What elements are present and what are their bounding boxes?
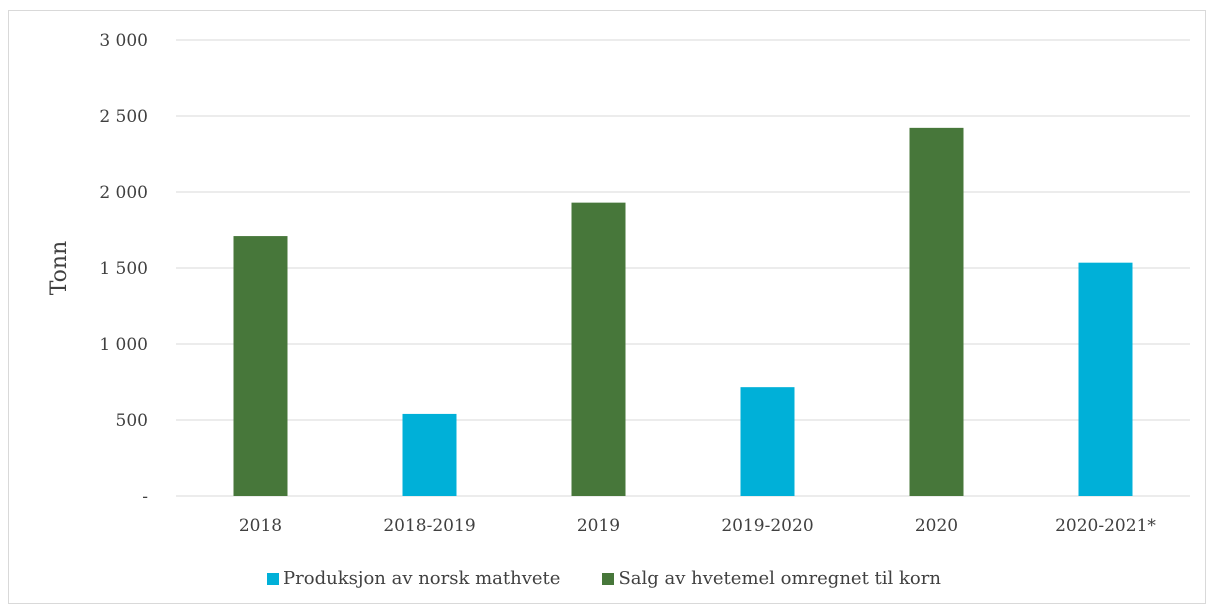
y-tick-label: 2 000 <box>99 183 148 203</box>
y-axis-label: Tonn <box>47 241 72 296</box>
legend-label-salg: Salg av hvetemel omregnet til korn <box>618 568 941 589</box>
legend: Produksjon av norsk mathvete Salg av hve… <box>0 568 1208 589</box>
bar <box>1078 262 1133 496</box>
bar <box>571 202 626 496</box>
y-tick-label: 2 500 <box>99 107 148 127</box>
legend-item-produksjon: Produksjon av norsk mathvete <box>267 568 560 589</box>
x-tick-label: 2019 <box>577 516 620 536</box>
bar <box>402 413 457 496</box>
y-tick-label: 500 <box>116 411 148 431</box>
y-tick-label: - <box>142 487 148 507</box>
bar <box>740 387 795 496</box>
legend-swatch-produksjon <box>267 572 280 585</box>
x-tick-label: 2018 <box>239 516 282 536</box>
bar <box>909 127 964 496</box>
legend-label-produksjon: Produksjon av norsk mathvete <box>283 568 561 589</box>
legend-swatch-salg <box>602 572 615 585</box>
x-tick-label: 2018-2019 <box>383 516 475 536</box>
y-tick-label: 1 500 <box>99 259 148 279</box>
x-tick-label: 2020 <box>915 516 958 536</box>
y-tick-label: 3 000 <box>99 31 148 51</box>
y-tick-label: 1 000 <box>99 335 148 355</box>
legend-item-salg: Salg av hvetemel omregnet til korn <box>602 568 941 589</box>
x-tick-label: 2020-2021* <box>1055 516 1156 536</box>
x-tick-label: 2019-2020 <box>721 516 813 536</box>
bar <box>233 236 288 496</box>
